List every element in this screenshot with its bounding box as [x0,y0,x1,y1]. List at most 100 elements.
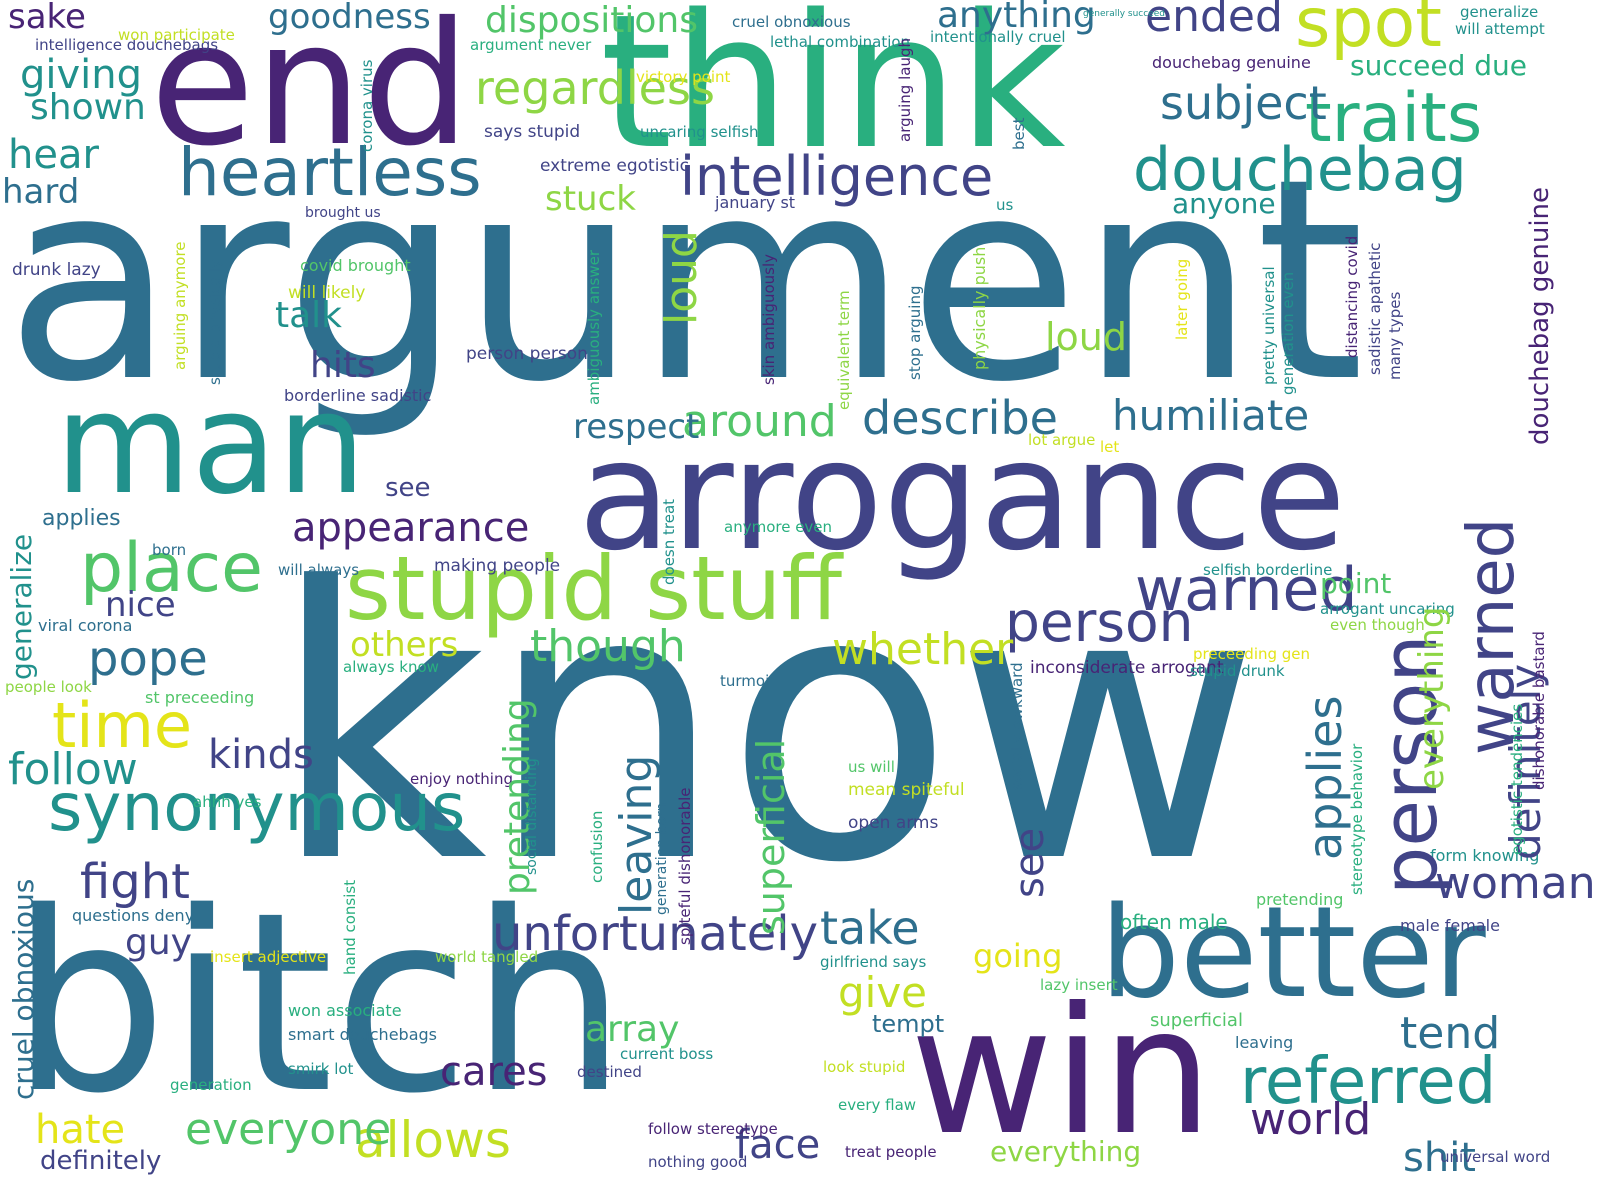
word-chaos: look stupid [823,1058,906,1076]
word-inconsiderate-arrogant: let [1100,438,1120,456]
word-every-flaw: open arms [848,813,939,833]
word-around: whether [832,624,1014,675]
word-heartless: heartless [178,134,482,211]
word-spot: spot [1295,0,1442,63]
word-feet-away: follow stereotype [648,1120,778,1138]
word-know: know [270,509,1261,945]
word-point: give [838,968,928,1017]
word-argument-never: pretending [1256,890,1344,909]
word-whether: follow [8,744,138,795]
word-form-knowing: succeed due [1350,49,1527,82]
word-pope: ended [1145,0,1283,42]
word-kinds: respect [573,407,700,447]
word-likely-make: destined [577,1063,642,1081]
word-man: man [55,363,366,526]
word-world-tangled: people look [5,678,92,696]
word-face: guy [125,922,192,963]
word-regardless: appearance [292,505,530,551]
word-tend: face [735,1122,821,1168]
word-us-small: generally succeed [1083,9,1165,19]
word-intelligence: intelligence [680,145,994,208]
word-ahhh-yes: anymore even [724,518,833,536]
word-welcone: every flaw [838,1096,917,1114]
word-current-boss: stupid drunk [1190,662,1285,680]
word-stupid-stuff: stupid stuff [345,537,843,640]
word-dispositions: sake [8,0,86,37]
word-cares: hate [35,1107,126,1153]
word-fight: subject [1160,76,1327,130]
word-end: end [150,0,471,184]
word-goodness: hard [2,172,80,212]
word-victory-point: often male [1120,910,1228,934]
word-extreme-egotistic: douchebag genuine [1152,53,1311,72]
word-us-will: selfish borderline [1203,561,1333,579]
word-nothing-good: insert adjective [210,948,327,966]
word-stupid-drunk: will always [278,561,360,579]
word-destined: enjoy nothing [410,770,513,788]
word-borderline-sadistic: won participate [118,26,235,44]
word-guy: kinds [208,732,314,778]
word-viral-corona: covid brought [300,256,411,275]
word-give: shit [1403,1135,1476,1181]
word-insert-adjective: always know [343,658,439,676]
word-argument: argument [5,119,1365,443]
word-apathetic-mean: treat people [845,1143,937,1161]
word-appearance: take [820,901,920,955]
word-describe: though [530,621,686,672]
word-st-preceeding: borderline sadistic [284,386,432,405]
word-let: victory point [636,68,731,86]
word-shit: cares [440,1049,548,1095]
word-hate: others [350,625,459,665]
word-will-likely: intentionally cruel [930,28,1066,46]
word-succeed-due: tempt [872,1010,945,1038]
word-girlfriend-says: st preceeding [145,688,255,707]
word-born: uncaring selfish [640,123,759,141]
word-better: better [1100,879,1486,1026]
word-problems: nothing good [648,1153,748,1171]
word-world: array [585,1009,680,1050]
word-turmoil: lot argue [1028,431,1096,449]
word-mean-spiteful: arrogant uncaring [1320,600,1455,618]
word-anymore-even: january st [715,193,796,212]
word-bitch: bitch [10,860,628,1148]
word-open-arms: even though [1330,616,1425,634]
word-person-person: intelligence douchebags [35,36,219,54]
word-list-goes: lazy insert [1040,976,1118,994]
word-generally-succeed: applies [42,506,121,531]
word-smirk-lot: ahhh yes [193,793,262,811]
word-says-stupid: form knowing [1430,846,1540,865]
word-never-let: won associate [288,1001,402,1020]
word-synonymous: person [1005,590,1194,654]
word-stuck: dispositions [485,0,698,41]
word-think: think [600,0,1066,190]
word-selfish-borderline: brought us [305,205,381,221]
word-will-always: says stupid [484,122,581,142]
word-enjoy-nothing: making people [434,556,561,576]
word-male-female: anyone [1172,187,1276,220]
word-often-male: point [1320,567,1392,600]
word-adjective-used: universal word [1440,1148,1551,1166]
word-plays-jokes: smirk lot [288,1060,354,1078]
word-preceeding-gen: born [152,541,187,559]
word-take: time [52,689,193,762]
word-talk: anything [937,0,1096,36]
word-referred: referred [1240,1045,1497,1119]
word-life: current boss [620,1045,714,1063]
word-lethal-combination: definitely [40,1146,162,1176]
word-array: everyone [185,1104,392,1155]
word-brought-us: will attempt [1455,20,1545,38]
word-hear: giving [20,52,143,98]
word-hard: shown [30,87,146,128]
word-time: warned [1135,555,1358,625]
word-january-st: generalize [1460,3,1539,21]
word-making-people: extreme egotistic [540,156,690,176]
word-won-associate: inconsiderate arrogant [1030,658,1224,678]
word-treat-people: world tangled [435,948,539,966]
word-follow-stereotype: questions deny [72,906,195,925]
word-intelligence-douchebags: superficial [1150,1010,1243,1031]
word-arrogant-uncaring: us [996,196,1014,214]
word-humiliate: allows [355,1111,511,1169]
word-lot-argue: argument never [470,36,592,54]
word-people-look: person person [466,344,588,364]
